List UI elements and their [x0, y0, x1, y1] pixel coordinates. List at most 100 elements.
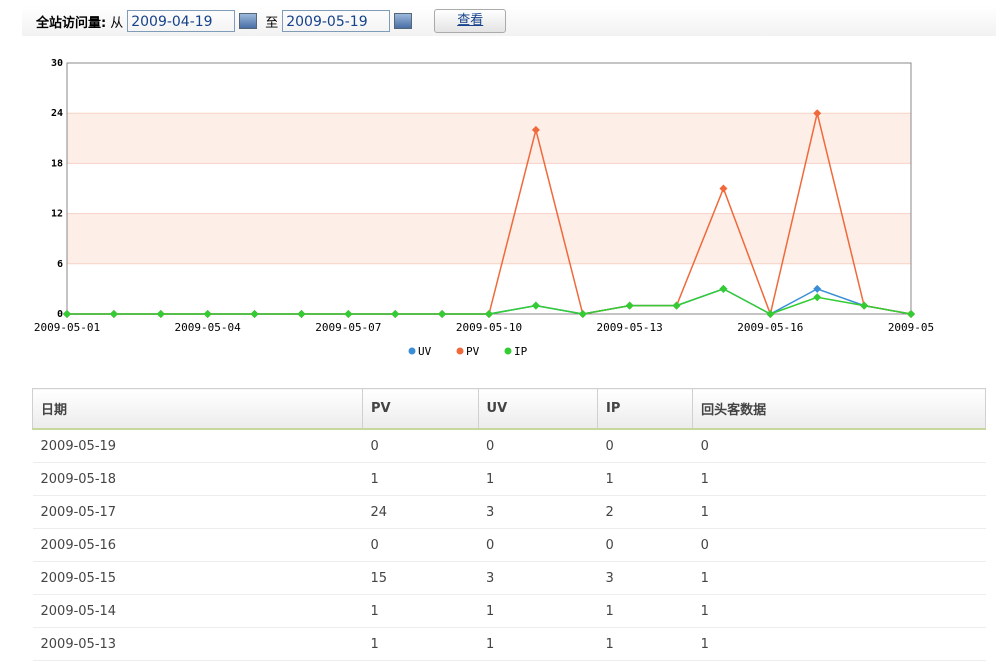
table-cell: 1: [478, 462, 598, 496]
x-tick-label: 2009-05-13: [597, 321, 663, 334]
table-row: 2009-05-14 1 1 1 1: [32, 594, 986, 628]
table-body: 2009-05-19 0 0 0 0 2009-05-18 1 1 1 1 2009-05-17 24…: [32, 429, 986, 661]
x-tick-label: 2009-05-10: [456, 321, 522, 334]
table-cell: 1: [692, 561, 986, 595]
table-cell: 0: [597, 528, 693, 562]
point: [297, 310, 306, 318]
table-cell: 1: [692, 495, 986, 529]
header-row: 日期 PV UV IP 回头客数据: [31, 388, 986, 430]
point: [766, 310, 775, 318]
table-cell: 1: [692, 594, 986, 628]
table-row: 2009-05-19 0 0 0 0: [32, 429, 986, 463]
point: [531, 125, 540, 134]
point: [531, 301, 540, 310]
x-tick-label: 2009-05-16: [737, 321, 803, 334]
point: [578, 310, 587, 318]
table-row: 2009-05-16 0 0 0 0: [32, 528, 986, 562]
point: [63, 310, 71, 318]
table-row: 2009-05-15 15 3 3 1: [32, 561, 986, 595]
table-cell: 3: [478, 561, 598, 595]
table-cell: 1: [692, 462, 986, 496]
table-cell: 1: [362, 627, 479, 661]
calendar-icon[interactable]: [394, 13, 413, 29]
point: [625, 301, 634, 310]
y-tick-label: 12: [51, 209, 63, 220]
table-cell: 15: [362, 561, 479, 595]
view-button[interactable]: 查看: [434, 9, 507, 33]
point: [250, 310, 259, 318]
x-tick-label: 2009-05-07: [315, 321, 381, 334]
table-cell: 2009-05-15: [32, 561, 363, 595]
end-date[interactable]: 2009-05-19: [282, 10, 391, 32]
table-cell: 2: [597, 495, 693, 529]
data-table: 日期 PV UV IP 回头客数据 2009-05-19 0 0 0 0 2009-05-18 1 1 1…: [31, 388, 986, 661]
point: [813, 109, 822, 118]
y-tick-label: 0: [57, 309, 63, 320]
point: [109, 310, 118, 318]
table-cell: 2009-05-16: [32, 528, 363, 562]
table-cell: 2009-05-19: [32, 429, 363, 463]
table-cell: 3: [597, 561, 693, 595]
table-cell: 1: [597, 627, 693, 661]
table-cell: 1: [478, 594, 598, 628]
x-tick-label: 2009-05-04: [175, 321, 242, 334]
calendar-icon[interactable]: [239, 13, 258, 29]
table-cell: 0: [478, 528, 598, 562]
table-cell: 24: [362, 495, 479, 529]
point: [672, 301, 681, 310]
point: [813, 293, 822, 302]
legend-label: IP: [514, 345, 528, 358]
grid-band: [67, 113, 911, 164]
legend-marker: [504, 347, 512, 355]
table-cell: 0: [362, 528, 479, 562]
table-row: 2009-05-13 1 1 1 1: [32, 627, 986, 661]
y-tick-label: 6: [57, 259, 63, 270]
table-cell: 2009-05-18: [32, 462, 363, 496]
point: [860, 301, 869, 310]
x-tick-label: 2009-05: [888, 321, 934, 334]
column-header: PV: [362, 388, 479, 430]
table-cell: 0: [597, 429, 693, 463]
y-tick-label: 18: [51, 158, 63, 169]
table-cell: 0: [478, 429, 598, 463]
table-row: 2009-05-17 24 3 2 1: [32, 495, 986, 529]
start-date[interactable]: 2009-04-19: [127, 10, 236, 32]
point: [344, 310, 353, 318]
point: [156, 310, 165, 318]
table-row: 2009-05-18 1 1 1 1: [32, 462, 986, 496]
x-tick-label: 2009-05-01: [34, 321, 100, 334]
table-cell: 0: [692, 528, 986, 562]
table-cell: 1: [597, 594, 693, 628]
point: [485, 310, 493, 318]
point: [813, 284, 822, 293]
table-cell: 1: [597, 462, 693, 496]
column-header: 日期: [31, 388, 364, 430]
y-tick-label: 30: [51, 58, 63, 69]
table-cell: 1: [478, 627, 598, 661]
table-cell: 1: [362, 594, 479, 628]
y-tick-label: 24: [51, 108, 63, 119]
point: [907, 310, 915, 318]
legend-marker: [408, 347, 416, 355]
table-cell: 2009-05-13: [32, 627, 363, 661]
table-cell: 3: [478, 495, 598, 529]
from: 从: [110, 15, 124, 31]
table-cell: 0: [362, 429, 479, 463]
point: [719, 284, 728, 293]
grid-band: [67, 213, 911, 264]
legend-marker: [456, 347, 464, 355]
legend-label: PV: [466, 345, 480, 358]
table-cell: 1: [362, 462, 479, 496]
legend-label: UV: [418, 345, 432, 358]
point: [719, 184, 728, 193]
table-cell: 1: [692, 627, 986, 661]
plot-frame: [66, 62, 912, 315]
table-cell: 2009-05-14: [32, 594, 363, 628]
toolbar: 全站访问量: 从 2009-04-19 至 2009-05-19 查看: [22, 6, 996, 36]
column-header: IP: [597, 388, 694, 430]
point: [438, 310, 447, 318]
point: [391, 310, 400, 318]
column-header: UV: [477, 388, 599, 430]
to: 至: [265, 15, 279, 31]
